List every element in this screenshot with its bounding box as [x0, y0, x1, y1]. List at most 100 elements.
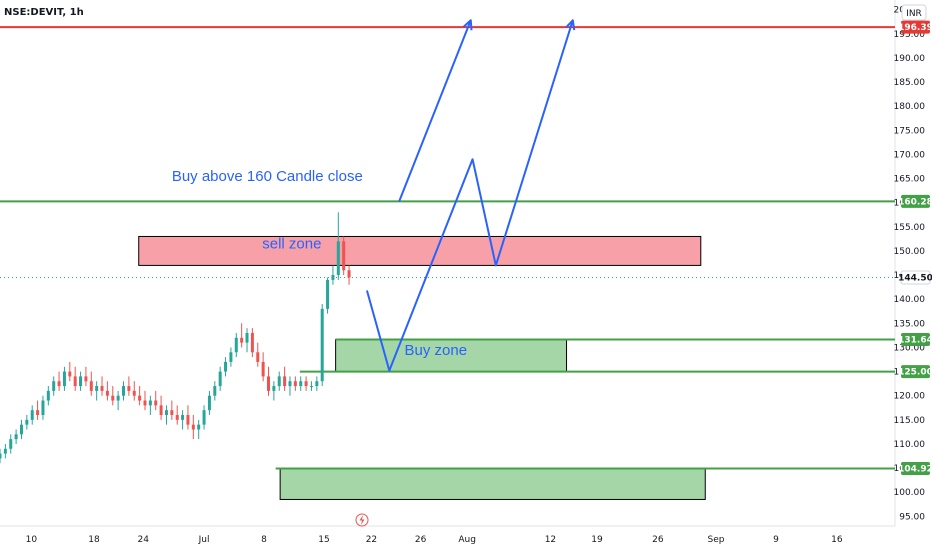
- y-tick-label: 155.00: [894, 223, 926, 233]
- candle[interactable]: [30, 405, 34, 425]
- candle-body: [218, 371, 222, 387]
- candle[interactable]: [342, 236, 346, 276]
- candle[interactable]: [57, 371, 61, 391]
- candle[interactable]: [261, 352, 265, 382]
- candle[interactable]: [181, 410, 185, 430]
- candle[interactable]: [186, 405, 190, 430]
- y-tick-label: 140.00: [894, 295, 926, 305]
- last-price-tag: 144.50: [898, 270, 932, 285]
- sell-zone-box[interactable]: [138, 235, 702, 266]
- candle[interactable]: [304, 376, 308, 391]
- candle[interactable]: [207, 390, 211, 416]
- candle[interactable]: [234, 332, 238, 358]
- candle[interactable]: [164, 405, 168, 425]
- price-tag-196.39: 196.39: [898, 20, 932, 34]
- candle[interactable]: [175, 405, 179, 425]
- arrow-path[interactable]: [398, 19, 472, 202]
- candle[interactable]: [111, 386, 115, 406]
- candle-body: [105, 390, 109, 396]
- candle[interactable]: [143, 390, 147, 411]
- price-tag-131.64-label: 131.64: [898, 336, 932, 346]
- candle[interactable]: [79, 371, 83, 391]
- price-tag-104.92: 104.92: [898, 461, 932, 475]
- candle[interactable]: [41, 395, 45, 420]
- candle[interactable]: [170, 400, 174, 420]
- candle-body: [197, 424, 201, 430]
- lightning-icon[interactable]: [355, 513, 369, 527]
- x-tick-label: 22: [366, 535, 377, 545]
- candle[interactable]: [84, 366, 88, 387]
- buy-zone-box[interactable]: [279, 467, 706, 500]
- candle[interactable]: [331, 265, 335, 285]
- x-tick-label: Jul: [198, 535, 210, 545]
- candle[interactable]: [202, 405, 206, 430]
- candle[interactable]: [68, 361, 72, 382]
- candle[interactable]: [25, 415, 29, 430]
- candle[interactable]: [245, 328, 249, 353]
- candle[interactable]: [299, 376, 303, 391]
- price-tag-131.64: 131.64: [898, 333, 932, 347]
- price-tag-131.64-bg: [901, 333, 930, 347]
- candle[interactable]: [0, 448, 2, 464]
- candle[interactable]: [326, 277, 330, 314]
- candle[interactable]: [256, 342, 260, 367]
- candle-body: [111, 395, 115, 401]
- currency-box[interactable]: [901, 4, 927, 21]
- x-tick-label: 12: [545, 535, 556, 545]
- candle[interactable]: [122, 381, 126, 401]
- candle[interactable]: [154, 390, 158, 411]
- candle[interactable]: [336, 212, 340, 280]
- candle[interactable]: [148, 395, 152, 416]
- x-tick-label: 18: [88, 535, 100, 545]
- candle[interactable]: [250, 328, 254, 358]
- candle[interactable]: [159, 395, 163, 420]
- candle[interactable]: [89, 371, 93, 396]
- candle[interactable]: [197, 419, 201, 440]
- candle[interactable]: [229, 347, 233, 367]
- candle[interactable]: [309, 381, 313, 391]
- candle[interactable]: [138, 386, 142, 406]
- candle[interactable]: [73, 366, 77, 391]
- candle-body: [79, 376, 83, 387]
- candle[interactable]: [272, 381, 276, 401]
- candle[interactable]: [105, 381, 109, 401]
- candle[interactable]: [19, 419, 23, 440]
- candle[interactable]: [293, 376, 297, 391]
- candle[interactable]: [9, 434, 13, 454]
- candle[interactable]: [100, 376, 104, 396]
- candle-body: [234, 337, 238, 353]
- candle[interactable]: [132, 381, 136, 401]
- candle[interactable]: [347, 265, 351, 285]
- candle[interactable]: [288, 376, 292, 396]
- candle[interactable]: [52, 376, 56, 396]
- candle[interactable]: [62, 366, 66, 391]
- candle[interactable]: [213, 381, 217, 401]
- candle[interactable]: [283, 366, 287, 391]
- candle[interactable]: [14, 429, 18, 444]
- candle-body: [320, 308, 324, 382]
- arrow-path[interactable]: [365, 19, 574, 372]
- candle[interactable]: [36, 400, 40, 420]
- candle[interactable]: [127, 376, 131, 396]
- candle[interactable]: [267, 366, 270, 396]
- candle[interactable]: [315, 376, 319, 391]
- candle[interactable]: [218, 366, 222, 391]
- candle[interactable]: [240, 323, 244, 348]
- candle[interactable]: [116, 390, 120, 411]
- buy-zone-box[interactable]: [335, 339, 568, 373]
- candle-body: [229, 352, 233, 362]
- x-tick-label: 26: [415, 535, 427, 545]
- price-tag-104.92-label: 104.92: [898, 464, 932, 474]
- candle-body: [14, 434, 18, 440]
- candle-body: [331, 275, 335, 280]
- candle[interactable]: [95, 381, 99, 401]
- candle[interactable]: [191, 415, 195, 440]
- candle[interactable]: [46, 386, 50, 406]
- candle[interactable]: [320, 304, 324, 387]
- candle[interactable]: [224, 357, 228, 377]
- candle[interactable]: [3, 443, 7, 459]
- candle-body: [84, 376, 88, 382]
- candle[interactable]: [277, 371, 281, 391]
